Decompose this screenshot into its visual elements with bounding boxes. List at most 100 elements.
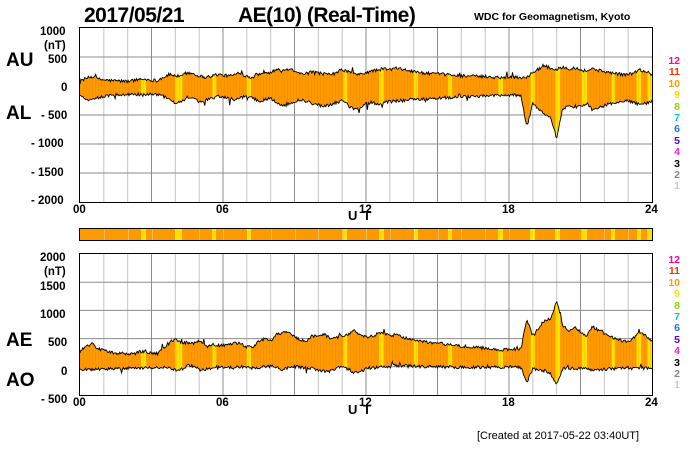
- band-striation: [548, 64, 549, 138]
- band-striation: [374, 64, 375, 138]
- band-striation: [356, 301, 357, 384]
- band-striation: [257, 301, 258, 384]
- index-9-band: [581, 301, 588, 384]
- strip-hour-tick: [223, 229, 224, 240]
- band-striation: [389, 301, 390, 384]
- band-striation: [581, 64, 582, 138]
- band-striation: [482, 301, 483, 384]
- band-striation: [161, 301, 162, 384]
- band-striation: [548, 301, 549, 384]
- top-panel-ytick-n1500: - 1500: [31, 167, 64, 179]
- band-striation: [635, 64, 636, 138]
- station-quality-strip[interactable]: [79, 228, 653, 241]
- band-striation: [209, 301, 210, 384]
- bottom-xtick-18: 18: [502, 397, 515, 409]
- band-striation: [359, 301, 360, 384]
- band-striation: [347, 64, 348, 138]
- band-striation: [383, 64, 384, 138]
- band-striation: [617, 301, 618, 384]
- band-striation: [122, 301, 123, 384]
- band-striation: [551, 64, 552, 138]
- bottom-xtick-12: 12: [359, 397, 372, 409]
- band-striation: [401, 301, 402, 384]
- band-striation: [338, 64, 339, 138]
- band-striation: [278, 301, 279, 384]
- band-striation: [599, 64, 600, 138]
- band-striation: [569, 64, 570, 138]
- band-striation: [638, 301, 639, 384]
- bottom-xtick-24: 24: [645, 397, 658, 409]
- band-striation: [284, 64, 285, 138]
- strip-segment: [413, 229, 418, 240]
- band-striation: [464, 301, 465, 384]
- band-striation: [320, 64, 321, 138]
- band-striation: [593, 64, 594, 138]
- band-striation: [632, 64, 633, 138]
- index-9-band: [555, 301, 561, 384]
- band-striation: [545, 64, 546, 138]
- band-striation: [581, 301, 582, 384]
- au-al-plot-area[interactable]: [79, 27, 653, 203]
- legend-item-3: 3: [674, 157, 680, 170]
- strip-hour-tick: [413, 229, 415, 240]
- band-striation: [635, 301, 636, 384]
- band-striation: [632, 301, 633, 384]
- strip-hour-tick: [366, 229, 367, 240]
- index-9-band: [413, 301, 418, 384]
- band-striation: [137, 301, 138, 384]
- legend-item-4: 4: [674, 146, 680, 159]
- band-striation: [539, 301, 540, 384]
- bottom-panel-xlabel: U T: [348, 402, 372, 417]
- band-striation: [95, 301, 96, 384]
- band-striation: [329, 301, 330, 384]
- band-striation: [422, 301, 423, 384]
- band-striation: [314, 64, 315, 138]
- top-panel-ytick-500: 500: [48, 54, 68, 66]
- band-striation: [386, 301, 387, 384]
- band-striation: [599, 301, 600, 384]
- band-striation: [590, 301, 591, 384]
- band-striation: [395, 301, 396, 384]
- band-striation: [377, 301, 378, 384]
- band-striation: [266, 301, 267, 384]
- band-striation: [536, 64, 537, 138]
- index-fill-band: [80, 301, 652, 384]
- index-9-band: [581, 64, 588, 138]
- index-9-band: [175, 301, 183, 384]
- band-striation: [629, 301, 630, 384]
- band-striation: [275, 301, 276, 384]
- al-axis-label: AL: [6, 103, 32, 124]
- strip-segment: [212, 229, 217, 240]
- band-striation: [605, 301, 606, 384]
- band-striation: [530, 301, 531, 384]
- band-striation: [146, 301, 147, 384]
- band-striation: [575, 301, 576, 384]
- band-striation: [398, 64, 399, 138]
- band-striation: [332, 64, 333, 138]
- band-striation: [290, 64, 291, 138]
- legend-item-1: 1: [674, 180, 680, 193]
- legend-item-7: 7: [674, 111, 680, 124]
- band-striation: [323, 64, 324, 138]
- strip-hour-tick: [175, 229, 177, 240]
- band-striation: [494, 301, 495, 384]
- band-striation: [167, 301, 168, 384]
- band-striation: [557, 301, 558, 384]
- index-9-band: [647, 301, 652, 384]
- band-striation: [350, 301, 351, 384]
- top-panel-ytick-n1000: - 1000: [31, 138, 64, 150]
- ae-ao-plot-svg: [80, 254, 652, 395]
- band-striation: [404, 301, 405, 384]
- strip-hour-tick: [509, 229, 510, 240]
- legend-item-3: 3: [674, 356, 680, 369]
- band-striation: [170, 301, 171, 384]
- ae-axis-label: AE: [6, 330, 33, 351]
- band-striation: [383, 301, 384, 384]
- band-striation: [254, 301, 255, 384]
- strip-segment: [647, 229, 652, 240]
- top-panel-unit: (nT): [44, 40, 66, 52]
- strip-hour-tick: [485, 229, 487, 240]
- ae-ao-plot-area[interactable]: [79, 253, 653, 396]
- band-striation: [413, 301, 414, 384]
- band-striation: [353, 301, 354, 384]
